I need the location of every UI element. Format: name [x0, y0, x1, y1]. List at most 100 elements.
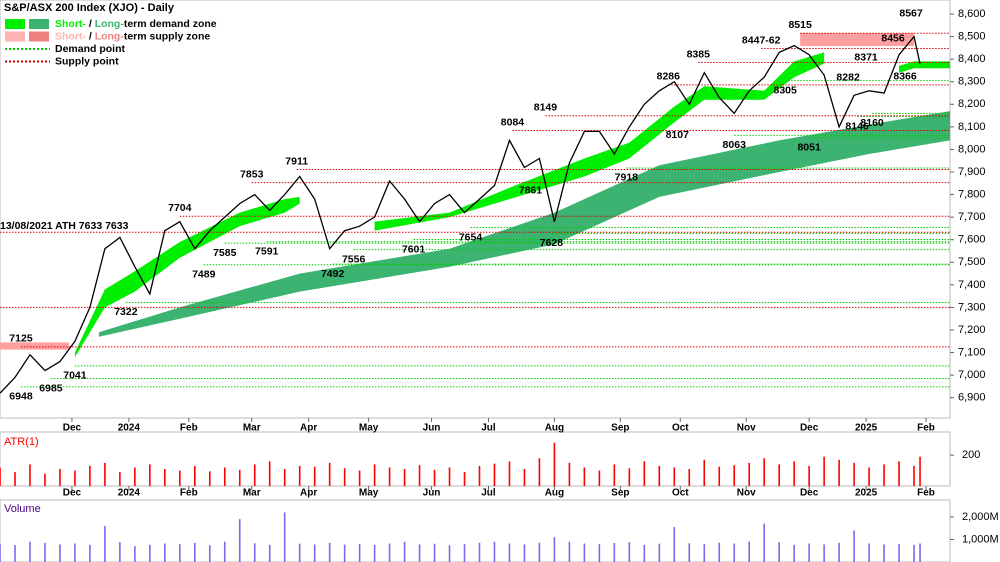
- x-tick-label: 2025: [855, 423, 878, 434]
- atr-bar: [553, 442, 556, 486]
- x-tick-label: Sep: [611, 423, 629, 434]
- chart-title: S&P/ASX 200 Index (XJO) - Daily: [4, 2, 175, 14]
- volume-bar: [688, 543, 691, 562]
- atr-bar: [448, 467, 451, 486]
- atr-bar: [688, 469, 691, 486]
- atr-bar: [838, 459, 840, 486]
- atr-bar: [883, 464, 885, 486]
- price-panel: [0, 0, 951, 419]
- x-tick-label: May: [359, 488, 379, 499]
- volume-bar: [343, 544, 346, 562]
- price-annotation: 8305: [773, 84, 797, 96]
- atr-bar: [268, 461, 271, 486]
- y-tick-label: 2,000M: [962, 511, 999, 523]
- y-tick-label: 8,500: [958, 31, 986, 43]
- volume-bar: [883, 544, 885, 562]
- volume-bar: [223, 541, 226, 562]
- volume-bar: [628, 542, 631, 562]
- volume-bar: [89, 544, 91, 562]
- volume-bar: [208, 545, 211, 562]
- atr-bar: [44, 473, 46, 486]
- atr-bar: [134, 467, 136, 486]
- legend-text: Long-: [95, 18, 125, 30]
- atr-bar: [104, 462, 106, 486]
- x-tick-label: Nov: [737, 423, 756, 434]
- atr-bar: [403, 469, 406, 486]
- volume-bar: [0, 543, 1, 562]
- atr-bar: [508, 461, 511, 486]
- supply-zone: [800, 32, 915, 47]
- volume-bar: [568, 541, 571, 562]
- volume-bar: [598, 544, 601, 562]
- x-tick-label: Mar: [243, 423, 261, 434]
- atr-bar: [763, 458, 765, 486]
- x-tick-label: Dec: [800, 488, 819, 499]
- volume-bar: [898, 543, 900, 562]
- y-tick-label: 7,100: [958, 346, 986, 358]
- atr-bar: [388, 467, 391, 486]
- atr-bar: [253, 464, 256, 486]
- price-annotation: 7322: [114, 306, 138, 318]
- demand-zone: [74, 196, 300, 358]
- atr-bar: [29, 464, 31, 486]
- volume-bar: [868, 543, 870, 562]
- atr-bar: [523, 469, 526, 486]
- atr-bar: [328, 462, 331, 486]
- volume-bar: [793, 544, 795, 562]
- price-annotation: 8160: [860, 117, 884, 129]
- volume-bar: [328, 542, 331, 562]
- atr-bar: [598, 470, 601, 486]
- price-annotation: 6985: [39, 382, 63, 394]
- x-tick-label: Dec: [63, 488, 82, 499]
- atr-label: ATR(1): [4, 436, 39, 448]
- volume-bar: [149, 544, 151, 562]
- atr-bar: [0, 467, 1, 486]
- x-tick-label: Jun: [423, 488, 441, 499]
- volume-bar: [253, 543, 256, 562]
- y-tick-label: 8,600: [958, 8, 986, 20]
- y-tick-label: 8,300: [958, 76, 986, 88]
- x-tick-label: Dec: [63, 423, 82, 434]
- y-tick-label: 7,300: [958, 301, 986, 313]
- y-tick-label: 7,000: [958, 369, 986, 381]
- legend-text: /: [86, 30, 95, 42]
- atr-bar: [74, 470, 76, 486]
- volume-bar: [134, 546, 136, 562]
- atr-panel: [0, 431, 951, 487]
- atr-bar: [538, 458, 541, 486]
- volume-bar: [673, 527, 676, 562]
- volume-bar: [179, 544, 181, 562]
- volume-bar: [493, 541, 496, 562]
- atr-bar: [89, 465, 91, 486]
- volume-bar: [838, 542, 840, 562]
- x-tick-label: May: [359, 423, 379, 434]
- legend-text: /: [86, 18, 95, 30]
- atr-bar: [868, 467, 870, 486]
- x-tick-label: Oct: [672, 488, 689, 499]
- atr-bar: [778, 464, 780, 486]
- price-annotation: 7704: [168, 202, 192, 214]
- x-tick-label: Apr: [300, 423, 317, 434]
- volume-bar: [14, 545, 16, 562]
- legend-text: Short-: [55, 18, 86, 30]
- volume-bar: [613, 543, 616, 562]
- price-annotation: 13/08/2021 ATH 7633 7633: [0, 220, 129, 232]
- legend-text: term demand zone: [124, 18, 217, 30]
- volume-bar: [703, 544, 706, 562]
- atr-bar: [478, 465, 481, 486]
- price-annotation: 8084: [501, 116, 525, 128]
- volume-label: Volume: [4, 503, 41, 515]
- price-annotation: 7125: [9, 333, 33, 345]
- price-annotation: 7654: [459, 231, 483, 243]
- price-annotation: 7556: [342, 253, 366, 265]
- atr-bar: [919, 456, 921, 486]
- legend-text: Short-: [55, 30, 86, 42]
- y-tick-label: 7,800: [958, 188, 986, 200]
- atr-bar: [149, 464, 151, 486]
- volume-bar: [164, 543, 166, 562]
- x-tick-label: 2024: [118, 423, 141, 434]
- x-tick-label: Jul: [481, 423, 496, 434]
- atr-bar: [193, 465, 196, 486]
- atr-bar: [59, 469, 61, 486]
